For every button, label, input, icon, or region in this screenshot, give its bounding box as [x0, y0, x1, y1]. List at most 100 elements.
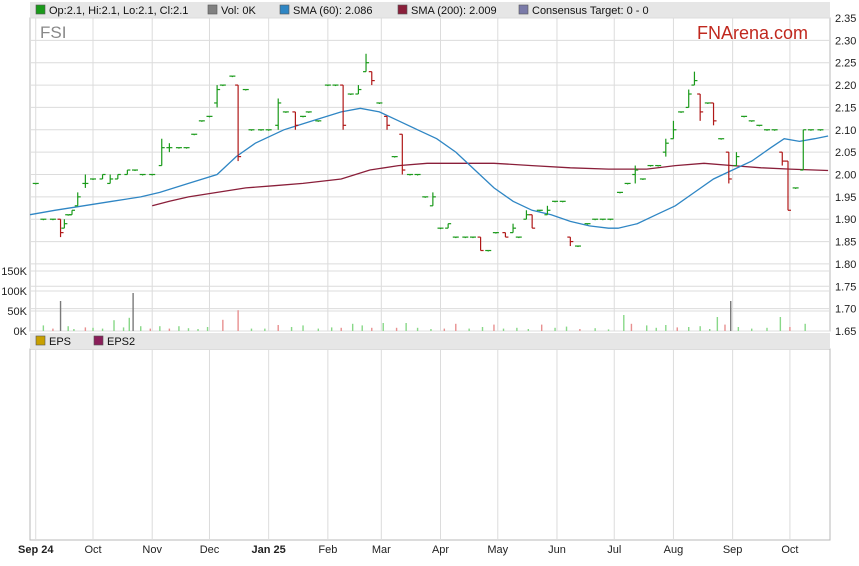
- price-bar: [368, 71, 375, 86]
- price-bar: [149, 173, 156, 176]
- price-legend: Op:2.1, Hi:2.1, Lo:2.1, Cl:2.1 Vol: 0K SMA…: [35, 4, 649, 17]
- price-bar: [492, 232, 499, 234]
- price-bar: [544, 205, 551, 216]
- volume-bar: [52, 328, 54, 331]
- price-bar: [647, 164, 654, 167]
- price-bar: [800, 129, 807, 171]
- price-bar: [807, 129, 814, 131]
- legend-label: SMA (60): 2.086: [293, 5, 373, 17]
- price-bar: [422, 196, 429, 198]
- price-bar: [282, 111, 289, 113]
- legend-label: Vol: 0K: [221, 5, 257, 17]
- volume-tick-label: 150K: [1, 266, 27, 278]
- volume-tick-label: 100K: [1, 286, 27, 298]
- price-tick-label: 2.15: [835, 102, 856, 114]
- price-bar: [691, 71, 698, 86]
- volume-bar: [493, 324, 495, 331]
- price-bar: [817, 129, 824, 131]
- price-bar: [515, 236, 522, 239]
- volume-bar: [699, 326, 701, 331]
- price-tick-label: 1.90: [835, 214, 856, 226]
- legend-swatch: [279, 4, 290, 15]
- volume-bar: [222, 319, 224, 331]
- volume-bar: [73, 329, 75, 331]
- volume-bar: [623, 315, 625, 331]
- volume-bar: [416, 327, 419, 331]
- price-bar: [74, 192, 81, 207]
- price-tick-label: 2.20: [835, 80, 856, 92]
- volume-bar: [149, 328, 151, 331]
- price-bar: [198, 120, 205, 122]
- volume-bar: [92, 327, 94, 331]
- price-bar: [132, 169, 139, 172]
- price-bar: [523, 210, 530, 220]
- price-bar: [536, 209, 543, 212]
- volume-bar: [178, 326, 180, 331]
- price-bar: [275, 98, 282, 130]
- volume-bar: [766, 327, 768, 331]
- price-bar: [32, 182, 39, 185]
- volume-bar: [140, 326, 142, 331]
- month-axis-ticks: Sep 24 Oct Nov Dec Jan 25 Feb Mar Apr May Jun Jul A…: [18, 544, 798, 556]
- legend-swatch: [518, 4, 529, 15]
- price-bar: [214, 85, 221, 108]
- volume-bar: [264, 328, 266, 331]
- eps-legend-label: EPS: [49, 336, 71, 348]
- price-bar: [469, 236, 476, 239]
- brand-logo: FNArena.com: [697, 23, 808, 43]
- price-bar: [741, 115, 748, 118]
- volume-bar: [371, 327, 373, 331]
- volume-bar: [481, 327, 484, 331]
- price-bar: [704, 102, 711, 104]
- volume-bar: [665, 325, 667, 331]
- price-bar: [784, 160, 791, 211]
- symbol-label: FSI: [40, 23, 66, 42]
- legend-swatch: [207, 4, 218, 15]
- price-bar: [662, 138, 669, 157]
- price-bar: [315, 120, 322, 122]
- volume-bar: [688, 327, 690, 331]
- volume-bar: [122, 327, 125, 331]
- price-bar: [399, 133, 406, 175]
- price-bar: [592, 218, 599, 221]
- volume-bar: [67, 326, 69, 331]
- month-tick-label: Dec: [200, 544, 220, 556]
- price-bar: [552, 200, 559, 203]
- price-bar: [90, 178, 97, 180]
- volume-bar: [594, 328, 596, 331]
- price-bar: [678, 111, 685, 113]
- price-bar: [607, 218, 614, 221]
- month-tick-label: Jul: [607, 544, 621, 556]
- price-bar: [567, 236, 574, 247]
- legend-label: Op:2.1, Hi:2.1, Lo:2.1, Cl:2.1: [49, 5, 188, 17]
- price-bar: [655, 164, 662, 167]
- month-tick-label: Apr: [432, 544, 449, 556]
- price-bar: [771, 129, 778, 131]
- volume-bar: [607, 329, 610, 331]
- volume-bar: [565, 326, 568, 331]
- price-bar: [183, 147, 190, 149]
- volume-bar: [59, 301, 62, 331]
- volume-bar: [468, 328, 470, 331]
- price-bar: [792, 187, 799, 189]
- price-bar: [391, 156, 398, 158]
- price-tick-label: 2.35: [835, 13, 856, 25]
- volume-bar: [630, 323, 633, 331]
- price-tick-label: 1.65: [835, 326, 856, 338]
- volume-bar: [709, 329, 711, 331]
- volume-bar: [382, 323, 384, 331]
- volume-bar: [351, 323, 354, 331]
- price-bar: [206, 115, 213, 118]
- volume-bar: [804, 323, 806, 331]
- price-bar: [69, 209, 76, 216]
- month-tick-label: Sep 24: [18, 544, 54, 556]
- price-bar: [616, 191, 623, 194]
- eps-legend-swatch: [93, 335, 104, 346]
- price-bar: [599, 218, 606, 221]
- volume-bars: [42, 293, 806, 331]
- volume-bar: [716, 317, 719, 331]
- volume-bar: [128, 317, 130, 331]
- price-bar: [756, 124, 763, 127]
- volume-bar: [527, 329, 530, 331]
